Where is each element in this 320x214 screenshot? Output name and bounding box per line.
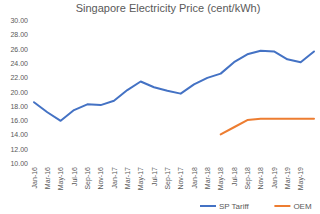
y-tick-label: 12.00	[10, 146, 28, 153]
series-line	[221, 119, 314, 135]
y-tick-label: 20.00	[10, 89, 28, 96]
x-tick-label: Nov-18	[257, 167, 264, 190]
x-tick-label: Mar-18	[204, 167, 211, 189]
x-tick-label: May-16	[57, 167, 65, 190]
x-tick-label: Nov-16	[97, 167, 104, 190]
legend-label: OEM	[293, 202, 312, 211]
x-tick-label: Sep-18	[244, 167, 252, 190]
plot-area	[34, 51, 314, 135]
series-line	[34, 51, 314, 121]
x-tick-label: Jan-19	[271, 167, 278, 189]
y-tick-label: 18.00	[10, 103, 28, 110]
legend-label: SP Tariff	[219, 202, 250, 211]
title: Singapore Electricity Price (cent/kWh)	[76, 2, 261, 14]
x-tick-label: Nov-17	[177, 167, 184, 190]
y-tick-label: 22.00	[10, 74, 28, 81]
legend-swatch	[200, 205, 216, 207]
x-tick-label: Jul-16	[71, 167, 78, 186]
x-tick-label: Mar-17	[124, 167, 131, 189]
x-tick-label: Jan-18	[191, 167, 198, 189]
x-tick-label: Jul-17	[151, 167, 158, 186]
x-tick-label: May-17	[137, 167, 145, 190]
x-tick-label: May-19	[297, 167, 305, 190]
y-tick-label: 16.00	[10, 117, 28, 124]
x-tick-label: May-18	[217, 167, 225, 190]
x-tick-label: Sep-16	[84, 167, 92, 190]
y-tick-label: 26.00	[10, 46, 28, 53]
y-tick-label: 30.00	[10, 17, 28, 24]
x-tick-label: Mar-19	[284, 167, 291, 189]
x-tick-label: Jan-17	[111, 167, 118, 189]
y-tick-label: 10.00	[10, 160, 28, 167]
y-tick-label: 28.00	[10, 31, 28, 38]
legend-swatch	[274, 205, 290, 207]
chart: Singapore Electricity Price (cent/kWh) 10…	[0, 0, 320, 214]
x-tick-label: Jan-16	[31, 167, 38, 189]
x-tick-label: Jul-18	[231, 167, 238, 186]
x-tick-label: Mar-16	[44, 167, 51, 189]
y-tick-label: 14.00	[10, 131, 28, 138]
x-tick-label: Sep-17	[164, 167, 172, 190]
y-tick-label: 24.00	[10, 60, 28, 67]
